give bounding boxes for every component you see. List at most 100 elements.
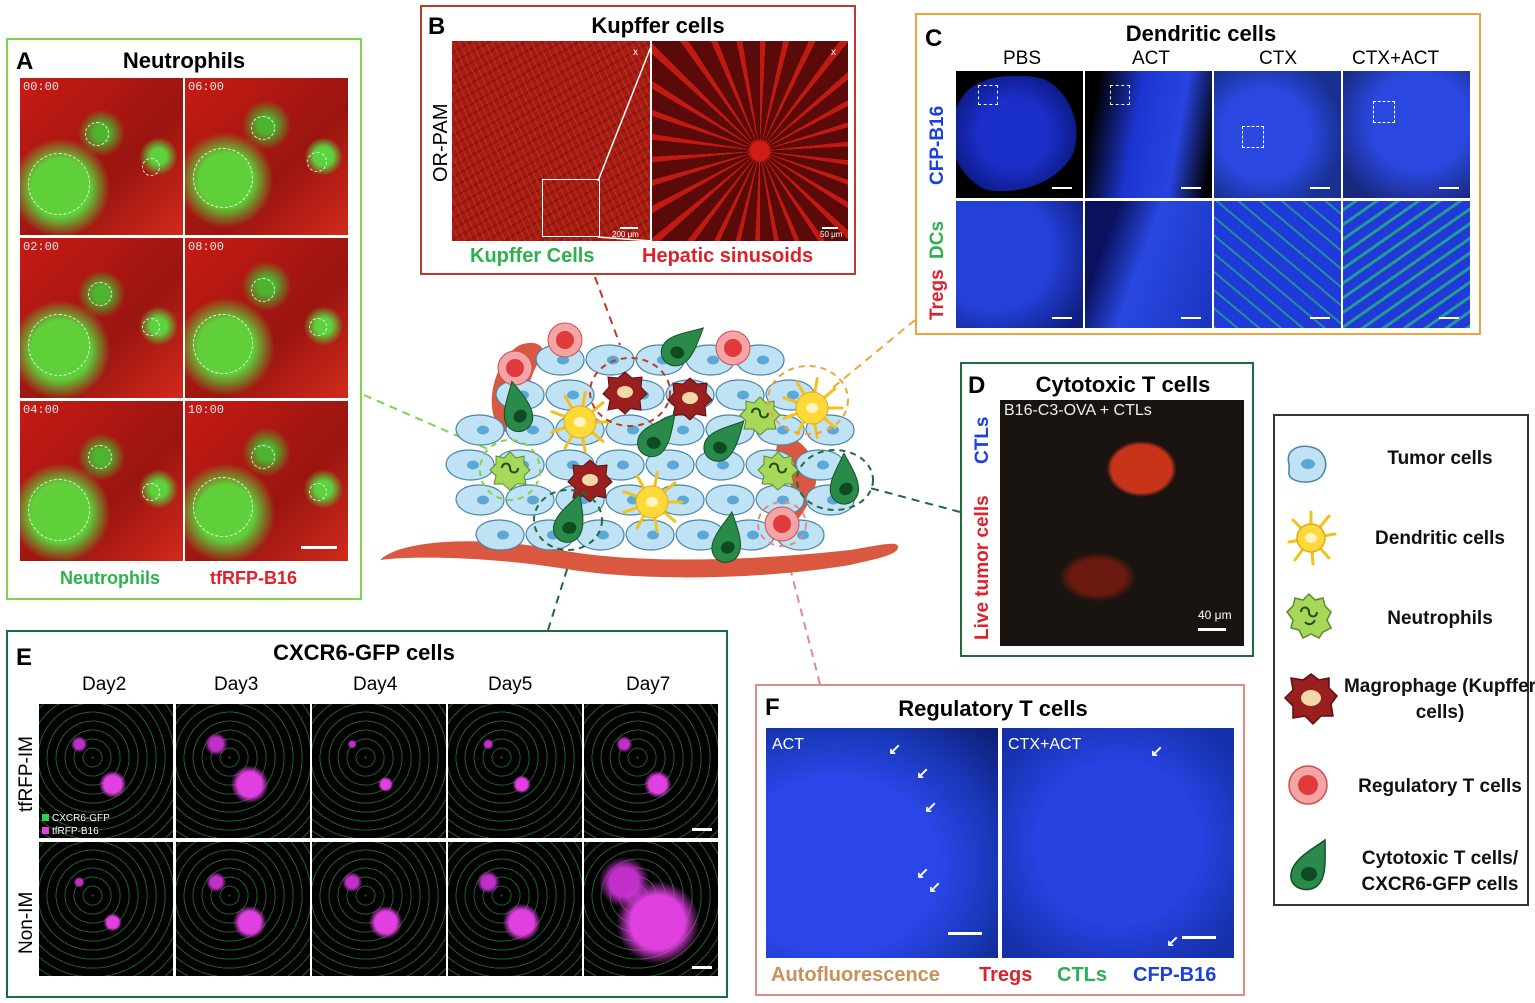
cytotoxic-t-cell bbox=[637, 413, 676, 458]
label-act: ACT bbox=[772, 736, 804, 753]
timestamp: 10:00 bbox=[188, 403, 225, 417]
connector-b bbox=[594, 276, 621, 346]
cytotoxic-t-cell bbox=[660, 327, 705, 367]
regulatory-t-cell-icon bbox=[1288, 765, 1328, 805]
panel-d-letter: D bbox=[968, 372, 986, 399]
cxcr6-frame-r1-c3 bbox=[312, 704, 446, 838]
cytotoxic-t-cell bbox=[829, 452, 860, 505]
scale-50um: 50 μm bbox=[820, 230, 843, 239]
regulatory-t-cell bbox=[497, 350, 533, 386]
label-hepatic-sinusoids: Hepatic sinusoids bbox=[642, 245, 814, 267]
panel-e-letter: E bbox=[16, 644, 33, 671]
ctl-image: B16-C3-OVA + CTLs 40 μm bbox=[1000, 400, 1244, 646]
panel-a-title: Neutrophils bbox=[122, 48, 246, 73]
frame-legend: CXCR6-GFP tfRFP-B16 bbox=[42, 812, 110, 838]
dc-pbs-overview bbox=[956, 71, 1083, 198]
col-day7: Day7 bbox=[626, 674, 671, 695]
label-ctls-f: CTLs bbox=[1057, 964, 1107, 986]
dc-act-zoom bbox=[1085, 201, 1212, 328]
connector-c bbox=[829, 319, 916, 391]
cytotoxic-t-cell-icon bbox=[1290, 838, 1326, 891]
label-kupffer-cells: Kupffer Cells bbox=[470, 245, 595, 267]
dc-ctx-act-zoom bbox=[1343, 201, 1470, 328]
dc-ctx-zoom bbox=[1214, 201, 1341, 328]
legend-cxcr6-gfp: CXCR6-GFP bbox=[52, 813, 110, 824]
neutrophil bbox=[757, 451, 799, 491]
tumor-cell-nucleus bbox=[607, 355, 619, 365]
neutrophil-icon bbox=[1286, 592, 1333, 640]
legend-macrophage: Magrophage (Kupffer cells) bbox=[1283, 666, 1535, 746]
dendritic-cell bbox=[782, 377, 844, 439]
panel-a: A Neutrophils 00:00 06:00 02:00 08:00 04… bbox=[6, 38, 362, 600]
panel-e: E CXCR6-GFP cells Day2 Day3 Day4 Day5 Da… bbox=[6, 630, 728, 998]
regulatory-t-cell bbox=[547, 322, 583, 358]
cytotoxic-t-cell bbox=[711, 510, 741, 563]
cxcr6-frame-r2-c3 bbox=[312, 842, 446, 976]
neutrophil bbox=[489, 451, 531, 491]
regulatory-t-cell bbox=[764, 506, 800, 542]
tumor-cell-nucleus bbox=[647, 530, 659, 540]
scale-bar bbox=[301, 546, 337, 549]
timestamp: 02:00 bbox=[23, 240, 60, 254]
timestamp: 06:00 bbox=[188, 80, 225, 94]
macrophage bbox=[667, 377, 713, 421]
legend-label: Tumor cells bbox=[1387, 448, 1493, 469]
legend: Tumor cells Dendritic cells Neutrophils bbox=[1273, 414, 1535, 906]
tumor-cell-nucleus bbox=[697, 530, 709, 540]
panel-a-letter: A bbox=[16, 48, 34, 75]
col-ctx-act: CTX+ACT bbox=[1352, 48, 1440, 69]
panel-e-title: CXCR6-GFP cells bbox=[273, 640, 455, 665]
col-day4: Day4 bbox=[353, 674, 398, 695]
tumor-cell-nucleus bbox=[497, 530, 509, 540]
dendritic-cell bbox=[550, 391, 612, 453]
connector-d bbox=[869, 487, 961, 513]
tumor-cell-nucleus bbox=[737, 390, 749, 400]
cxcr6-frame-r1-c4 bbox=[448, 704, 582, 838]
label-tregs: Tregs bbox=[979, 964, 1033, 986]
tumor-cell-nucleus bbox=[467, 460, 479, 470]
neutrophil-frame-2: 06:00 bbox=[185, 78, 348, 235]
legend-dendritic-cell: Dendritic cells bbox=[1285, 504, 1535, 584]
dendritic-cell-icon bbox=[1287, 510, 1337, 566]
tumor-cell-nucleus bbox=[747, 530, 759, 540]
tumor-cell-nucleus bbox=[617, 460, 629, 470]
dc-pbs-zoom bbox=[956, 201, 1083, 328]
panel-b: B Kupffer cells OR-PAM x y 200 μm x y 50… bbox=[420, 5, 856, 275]
macrophage-icon bbox=[1283, 673, 1338, 726]
col-day5: Day5 bbox=[488, 674, 533, 695]
legend-tfrfp-b16: tfRFP-B16 bbox=[52, 826, 99, 837]
timestamp: 08:00 bbox=[188, 240, 225, 254]
tumor-cell-nucleus bbox=[727, 495, 739, 505]
image-label: B16-C3-OVA + CTLs bbox=[1004, 402, 1152, 419]
tumor-cell-nucleus bbox=[477, 425, 489, 435]
cxcr6-frame-r2-c5 bbox=[584, 842, 718, 976]
label-tfrfp-b16: tfRFP-B16 bbox=[210, 568, 298, 588]
tumor-cell-nucleus bbox=[717, 460, 729, 470]
panel-d-title: Cytotoxic T cells bbox=[1035, 372, 1211, 397]
tumor-cell-icon bbox=[1287, 445, 1327, 483]
panel-c: C Dendritic cells PBS ACT CTX CTX+ACT CF… bbox=[915, 13, 1481, 335]
dc-ctx-overview bbox=[1214, 71, 1341, 198]
neutrophil-frame-6: 10:00 bbox=[185, 401, 348, 561]
timestamp: 04:00 bbox=[23, 403, 60, 417]
tumor-cell-nucleus bbox=[627, 425, 639, 435]
legend-neutrophil: Neutrophils bbox=[1285, 584, 1535, 664]
tumor-cell-nucleus bbox=[527, 495, 539, 505]
col-act: ACT bbox=[1132, 48, 1170, 69]
tumor-cell-nucleus bbox=[707, 355, 719, 365]
connector-f bbox=[787, 559, 821, 685]
panel-d: D Cytotoxic T cells CTLs Live tumor cell… bbox=[960, 362, 1254, 657]
tumor-cell-nucleus bbox=[667, 460, 679, 470]
col-ctx: CTX bbox=[1259, 48, 1297, 69]
cxcr6-frame-r2-c2 bbox=[176, 842, 310, 976]
tumor-cell-nucleus bbox=[477, 495, 489, 505]
cxcr6-frame-r2-c4 bbox=[448, 842, 582, 976]
panel-b-title: Kupffer cells bbox=[591, 13, 725, 38]
panel-b-letter: B bbox=[428, 13, 446, 40]
macrophage bbox=[602, 371, 648, 415]
panel-f-letter: F bbox=[765, 694, 780, 721]
neutrophil-frame-1: 00:00 bbox=[20, 78, 183, 235]
col-day2: Day2 bbox=[82, 674, 127, 695]
panel-c-title: Dendritic cells bbox=[1125, 21, 1277, 46]
legend-label: Neutrophils bbox=[1387, 608, 1493, 629]
